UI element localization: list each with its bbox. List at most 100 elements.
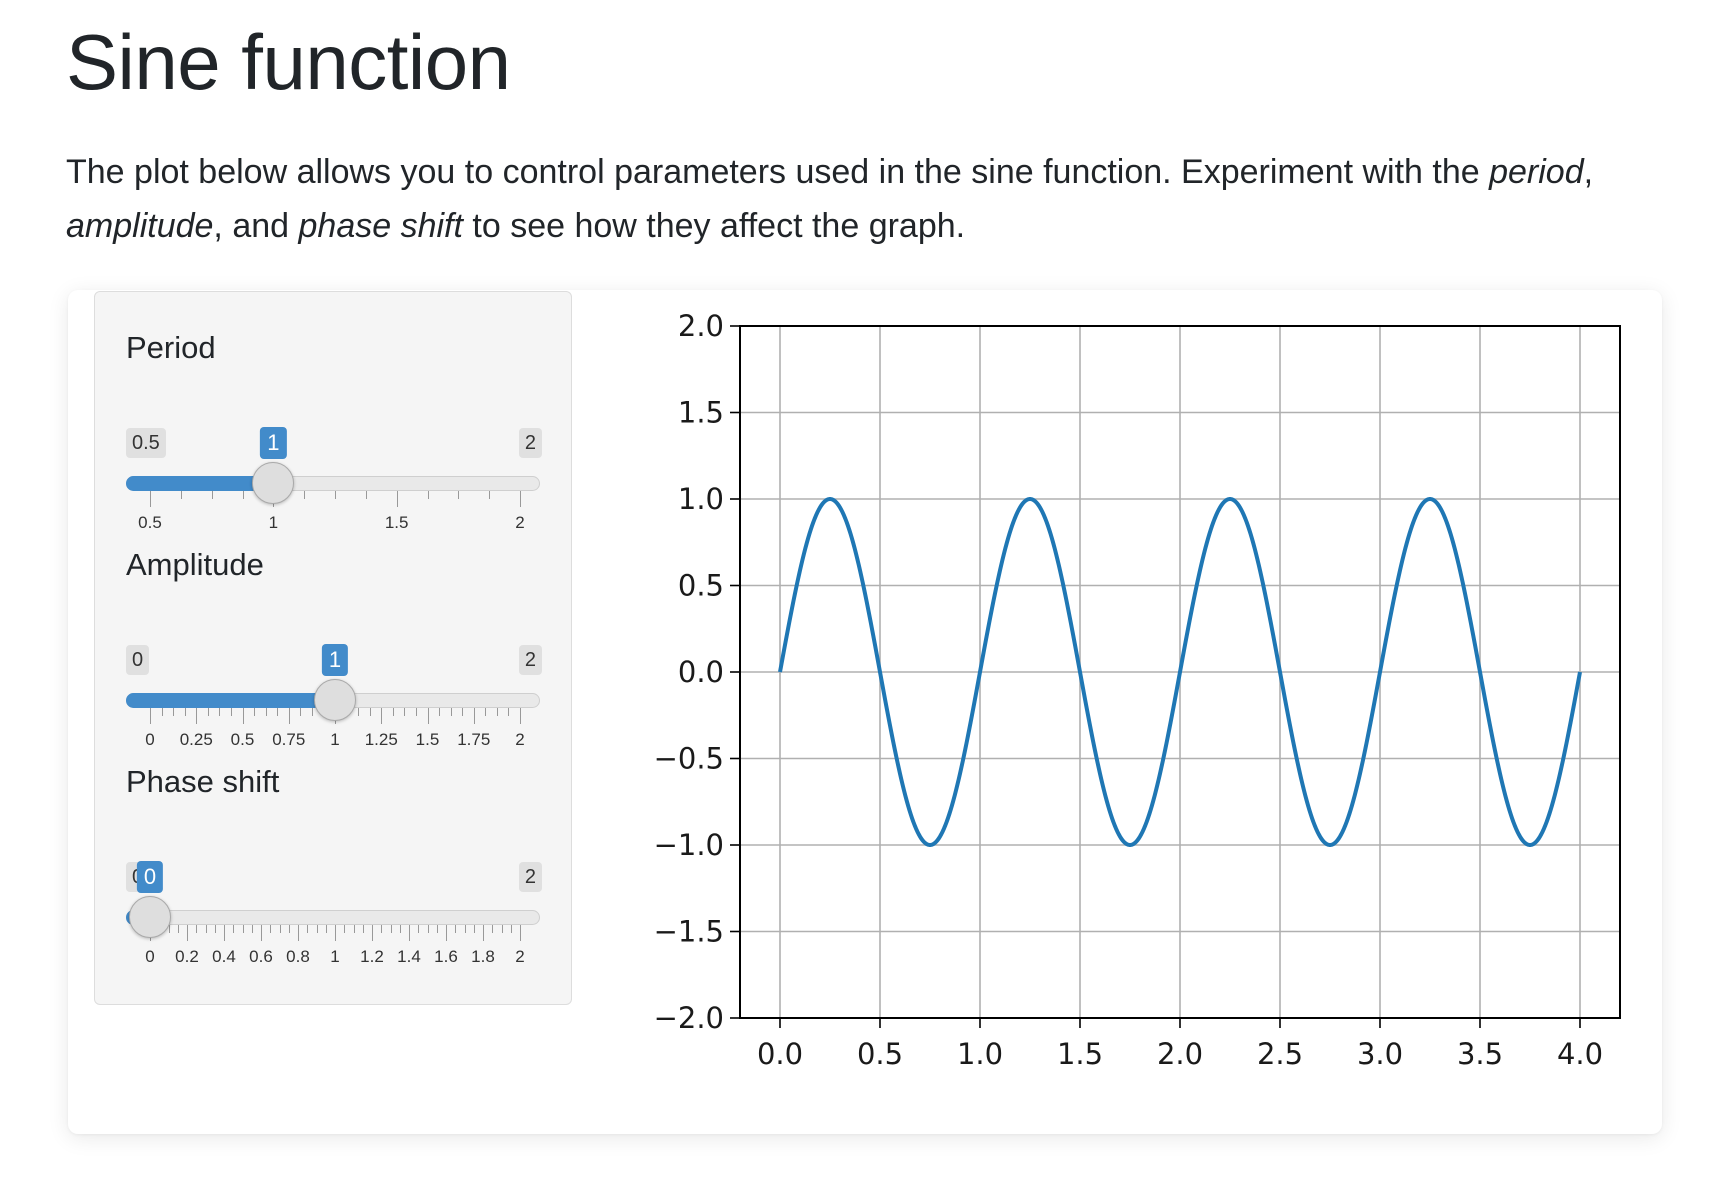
amplitude-grid-label: 1.25 [364, 730, 398, 749]
phase-shift-minor-tick [168, 925, 170, 933]
amplitude-major-tick [242, 708, 244, 724]
y-tick-label: −0.5 [654, 742, 724, 776]
phase-shift-minor-tick [233, 925, 235, 933]
amplitude-minor-tick [207, 708, 209, 716]
amplitude-grid-label: 2 [515, 730, 525, 749]
period-major-tick [396, 491, 398, 507]
period-min-badge: 0.5 [126, 428, 166, 458]
phase-shift-minor-tick [196, 925, 198, 933]
period-major-tick [520, 491, 521, 507]
phase-shift-minor-tick [492, 925, 494, 933]
period-minor-tick [489, 491, 491, 499]
amplitude-grid-label: 0.25 [179, 730, 213, 749]
amplitude-minor-tick [508, 708, 510, 716]
phase-shift-minor-tick [307, 925, 309, 933]
intro-emphasis-period: period [1489, 153, 1584, 191]
phase-shift-grid-label: 1 [330, 947, 340, 966]
amplitude-minor-tick [173, 708, 175, 716]
amplitude-minor-tick [358, 708, 360, 716]
intro-text-3: , and [213, 207, 299, 245]
amplitude-handle[interactable] [314, 679, 356, 721]
x-tick-label: 2.5 [1257, 1037, 1303, 1071]
amplitude-minor-tick [219, 708, 221, 716]
phase-shift-minor-tick [362, 925, 364, 933]
phase-shift-major-tick [483, 925, 484, 941]
period-slider: Period 0.5 2 0.5 1 1.5 2 1 [126, 330, 548, 532]
phase-shift-major-tick [409, 925, 410, 941]
phase-shift-minor-tick [344, 925, 346, 933]
y-tick-label: 1.0 [678, 482, 724, 516]
amplitude-major-tick [520, 708, 521, 724]
phase-shift-minor-tick [177, 925, 179, 933]
phase-shift-minor-tick [205, 925, 207, 933]
period-grid-label: 1.5 [384, 513, 409, 532]
amplitude-slider: Amplitude 0 2 0 0.25 0.5 0.75 1 1.25 1.5 1.75 2 1 [126, 547, 548, 749]
x-tick-label: 3.5 [1457, 1037, 1503, 1071]
x-tick-label: 2.0 [1157, 1037, 1203, 1071]
y-tick-label: 2.0 [678, 309, 724, 343]
amplitude-minor-tick [462, 708, 464, 716]
period-handle[interactable] [252, 462, 295, 504]
amplitude-minor-tick [392, 708, 394, 716]
phase-shift-minor-tick [473, 925, 475, 933]
y-tick-label: 0.5 [678, 569, 724, 603]
amplitude-minor-tick [485, 708, 487, 716]
amplitude-minor-tick [184, 708, 186, 716]
phase-shift-minor-tick [325, 925, 327, 933]
phase-shift-grid-label: 1.8 [471, 947, 495, 966]
amplitude-label: Amplitude [126, 547, 264, 582]
phase-shift-minor-tick [288, 925, 290, 933]
intro-emphasis-amplitude: amplitude [66, 207, 214, 245]
phase-shift-value-badge: 0 [136, 861, 164, 893]
amplitude-minor-tick [265, 708, 267, 716]
y-tick-label: −1.5 [654, 915, 724, 949]
amplitude-minor-tick [311, 708, 313, 716]
phase-shift-minor-tick [242, 925, 244, 933]
phase-shift-grid-label: 0.6 [249, 947, 273, 966]
period-minor-tick [180, 491, 182, 499]
amplitude-minor-tick [161, 708, 163, 716]
phase-shift-minor-tick [427, 925, 429, 933]
phase-shift-grid-label: 1.4 [397, 947, 421, 966]
amplitude-minor-tick [496, 708, 498, 716]
intro-text-1: The plot below allows you to control par… [66, 153, 1490, 191]
phase-shift-minor-tick [501, 925, 503, 933]
phase-shift-major-tick [372, 925, 373, 941]
amplitude-value-badge: 1 [321, 644, 349, 676]
phase-shift-minor-tick [464, 925, 466, 933]
amplitude-grid-label: 1.75 [457, 730, 491, 749]
y-tick-label: −1.0 [654, 828, 724, 862]
period-max-badge: 2 [518, 428, 542, 458]
intro-text-4: to see how they affect the graph. [462, 207, 966, 245]
phase-shift-major-tick [261, 925, 262, 941]
amplitude-grid-label: 1.5 [415, 730, 440, 749]
amplitude-minor-tick [404, 708, 406, 716]
period-minor-tick [242, 491, 244, 499]
phase-shift-max-badge: 2 [518, 862, 542, 892]
amplitude-grid-label: 0 [145, 730, 155, 749]
phase-shift-major-tick [298, 925, 299, 941]
phase-shift-grid-label: 0.4 [212, 947, 236, 966]
amplitude-grid-label: 0.75 [272, 730, 306, 749]
amplitude-minor-tick [439, 708, 441, 716]
period-major-tick [150, 491, 151, 507]
intro-text-2: , [1583, 153, 1594, 191]
phase-shift-minor-tick [316, 925, 318, 933]
phase-shift-major-tick [520, 925, 521, 941]
x-tick-label: 0.5 [857, 1037, 903, 1071]
amplitude-minor-tick [300, 708, 302, 716]
phase-shift-major-tick [187, 925, 188, 941]
phase-shift-handle[interactable] [129, 896, 171, 938]
x-tick-label: 1.5 [1057, 1037, 1103, 1071]
x-tick-label: 4.0 [1557, 1037, 1603, 1071]
phase-shift-minor-tick [436, 925, 438, 933]
x-tick-label: 1.0 [957, 1037, 1003, 1071]
amplitude-grid-label: 1 [330, 730, 340, 749]
phase-shift-minor-tick [353, 925, 355, 933]
phase-shift-minor-tick [510, 925, 512, 933]
phase-shift-grid-label: 2 [515, 947, 525, 966]
phase-shift-major-tick [446, 925, 447, 941]
amplitude-major-tick [150, 708, 151, 724]
amplitude-major-tick [288, 708, 290, 724]
phase-shift-minor-tick [381, 925, 383, 933]
